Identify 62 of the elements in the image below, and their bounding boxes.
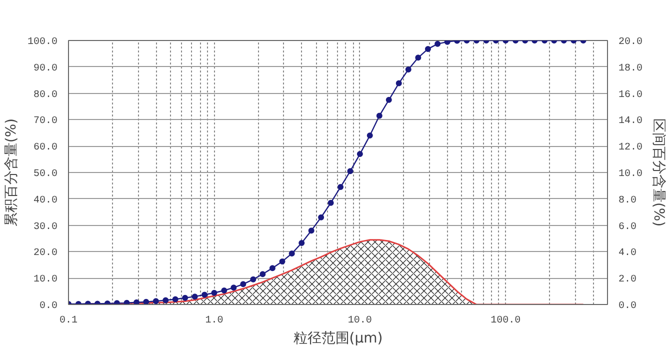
y-tick-label: 50.0	[33, 169, 58, 180]
point	[172, 296, 178, 302]
point	[230, 284, 237, 291]
point	[376, 112, 382, 119]
point	[288, 250, 295, 257]
point	[250, 276, 256, 282]
y2-tick-label: 0.0	[618, 301, 637, 312]
point	[396, 80, 402, 86]
y2-tick-label: 8.0	[618, 195, 637, 206]
point	[162, 297, 169, 304]
point	[298, 240, 305, 246]
y2-axis-title: 区间百分含量(%)	[650, 118, 667, 227]
y2-tick-label: 6.0	[618, 222, 637, 233]
x-axis-title: 粒径范围(μm)	[293, 330, 383, 346]
y2-tick-label: 16.0	[618, 90, 643, 101]
y-tick-label: 90.0	[33, 63, 58, 74]
point	[152, 298, 159, 304]
point	[318, 214, 324, 220]
x-tick-label: 100.0	[490, 316, 521, 326]
point	[143, 298, 150, 304]
y-axis-title: 累积百分含量(%)	[3, 118, 20, 227]
y-tick-label: 70.0	[33, 116, 58, 128]
y-tick-label: 30.0	[33, 222, 58, 233]
point	[134, 299, 140, 304]
y-tick-label: 0.0	[39, 301, 58, 312]
y-tick-label: 100.0	[27, 37, 58, 48]
point	[279, 258, 286, 264]
point	[415, 54, 422, 61]
point	[240, 281, 246, 288]
point	[328, 200, 334, 206]
x-tick-label: 1.0	[205, 316, 224, 326]
point	[356, 151, 363, 158]
point	[192, 294, 198, 300]
y2-tick-label: 18.0	[618, 63, 643, 74]
point	[424, 46, 431, 52]
y2-tick-label: 14.0	[618, 116, 643, 128]
y2-tick-label: 4.0	[618, 248, 637, 260]
point	[124, 300, 130, 304]
y-tick-label: 60.0	[33, 142, 58, 154]
y2-tick-label: 2.0	[618, 274, 637, 286]
point	[182, 294, 188, 301]
point	[221, 288, 228, 294]
point	[338, 184, 344, 190]
point	[260, 271, 266, 278]
point	[202, 292, 208, 298]
point	[434, 40, 441, 47]
y-tick-label: 80.0	[33, 90, 58, 101]
point	[347, 168, 354, 174]
x-tick-label: 10.0	[348, 316, 372, 326]
y-tick-label: 20.0	[33, 248, 58, 260]
x-tick-label: 0.1	[60, 316, 78, 326]
y-tick-label: 10.0	[33, 274, 58, 286]
point	[386, 96, 392, 103]
point	[308, 228, 314, 234]
point	[269, 265, 276, 272]
point	[405, 66, 412, 73]
point	[211, 290, 218, 296]
point	[366, 132, 373, 139]
y2-tick-label: 10.0	[618, 169, 643, 180]
y-tick-label: 40.0	[33, 195, 58, 206]
y2-tick-label: 12.0	[618, 142, 643, 154]
y2-tick-label: 20.0	[618, 37, 643, 48]
